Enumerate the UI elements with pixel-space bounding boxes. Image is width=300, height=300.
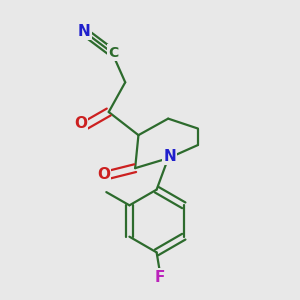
Text: O: O	[97, 167, 110, 182]
Text: C: C	[109, 46, 119, 60]
Text: F: F	[155, 270, 165, 285]
Text: N: N	[164, 149, 176, 164]
Text: O: O	[74, 116, 87, 131]
Text: N: N	[78, 24, 90, 39]
